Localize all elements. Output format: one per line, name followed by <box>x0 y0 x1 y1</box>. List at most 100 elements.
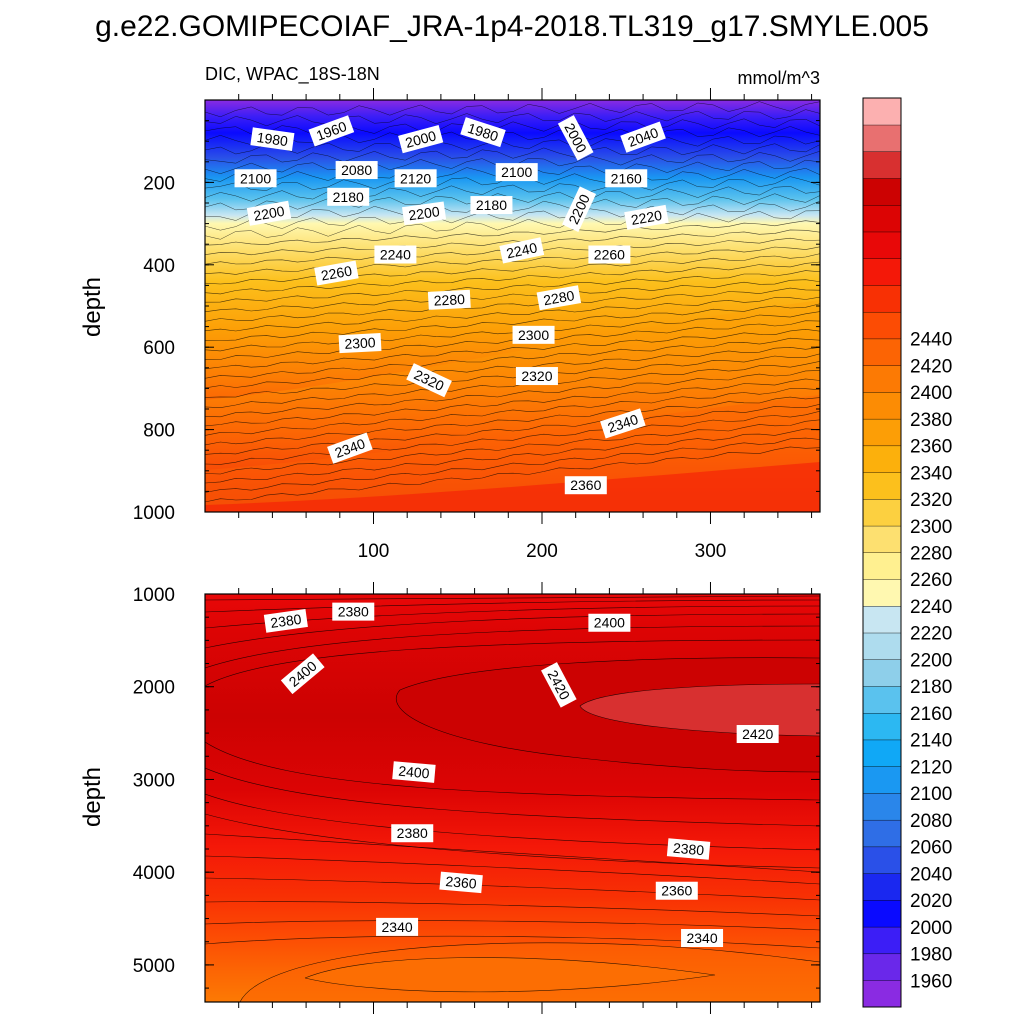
colorbar-box <box>862 151 902 179</box>
contour-line <box>205 118 820 135</box>
contour-label-text: 2200 <box>252 203 286 224</box>
contour-line <box>205 361 820 409</box>
contour-line <box>205 229 820 256</box>
colorbar-box <box>862 552 902 580</box>
colorbar-box <box>862 579 902 607</box>
y-tick-label: 800 <box>143 421 175 442</box>
contour-line <box>304 957 716 993</box>
colorbar-box <box>862 445 902 473</box>
colorbar-tick-label: 2240 <box>910 597 952 618</box>
contour-line <box>205 126 820 145</box>
contour-line <box>205 176 820 202</box>
contour-line <box>205 741 820 801</box>
contour-label: 2420 <box>736 725 779 744</box>
contour-label: 2260 <box>588 245 631 264</box>
y-tick-label: 4000 <box>133 863 175 884</box>
contour-label-text: 2340 <box>686 930 717 946</box>
colorbar-box <box>862 926 902 955</box>
colorbar-box <box>862 97 902 126</box>
contour-line <box>205 253 820 285</box>
colorbar-tick-label: 2120 <box>910 757 952 778</box>
contour-line <box>205 143 820 164</box>
contour-label-text: 2380 <box>672 840 705 859</box>
colorbar-tick-label: 2360 <box>910 437 952 458</box>
contour-line <box>205 109 820 127</box>
contour-label-text: 2340 <box>382 919 413 935</box>
y-tick-label: 1000 <box>133 503 175 524</box>
contour-label-text: 2380 <box>397 825 428 841</box>
contour-line <box>205 378 820 427</box>
contour-label: 1980 <box>250 127 295 151</box>
colorbar-tick-label: 2420 <box>910 356 952 377</box>
y-tick-label: 3000 <box>133 770 175 791</box>
colorbar-frame <box>862 97 902 1008</box>
contour-label-text: 2240 <box>380 247 411 263</box>
contour-label-text: 2400 <box>398 763 431 782</box>
contour-line <box>205 813 820 869</box>
colorbar-tick-label: 2440 <box>910 330 952 351</box>
colorbar-tick-label: 2040 <box>910 864 952 885</box>
contour-label: 2280 <box>536 285 582 311</box>
contour-label: 2180 <box>470 196 513 215</box>
colorbar-box <box>862 766 902 794</box>
colorbar-tick-label: 2340 <box>910 463 952 484</box>
contour-label: 2300 <box>338 332 382 354</box>
colorbar-box <box>862 712 902 741</box>
contour-label: 2240 <box>499 237 545 264</box>
colorbar-box <box>862 899 902 928</box>
contour-label: 2280 <box>427 289 471 310</box>
colorbar-tick-label: 2100 <box>910 784 952 805</box>
contour-label: 2200 <box>246 200 292 226</box>
contour-line <box>205 935 820 949</box>
colorbar-box <box>862 365 902 393</box>
colorbar-tick-label: 2060 <box>910 838 952 859</box>
contour-label-text: 2180 <box>333 189 364 205</box>
core-region-2420 <box>580 684 820 736</box>
contour-label: 2320 <box>515 367 558 386</box>
contour-label-text: 2280 <box>433 291 465 309</box>
contour-line <box>205 296 820 332</box>
x-tick-label: 200 <box>526 541 558 562</box>
colorbar-tick-label: 1980 <box>910 945 952 966</box>
contour-line <box>205 403 820 455</box>
y-tick-label: 5000 <box>133 956 175 977</box>
contour-line <box>205 625 820 669</box>
contour-label: 2400 <box>392 761 436 783</box>
contour-line <box>205 767 820 827</box>
contour-line <box>205 599 820 613</box>
contour-line <box>205 388 820 436</box>
contour-label: 2100 <box>495 163 538 182</box>
colorbar-tick-label: 2200 <box>910 650 952 671</box>
y-tick-label: 2000 <box>133 678 175 699</box>
lower-fill <box>205 594 820 1002</box>
colorbar-tick-label: 2320 <box>910 490 952 511</box>
colorbar-box <box>862 178 902 206</box>
contour-line <box>205 437 820 493</box>
contour-label-text: 2200 <box>408 203 441 223</box>
contour-line <box>205 328 820 370</box>
upper-panel: DIC, WPAC_18S-18N mmol/m^3 200 400 600 800 1… <box>79 64 821 562</box>
contour-line <box>205 428 820 484</box>
contour-label: 2380 <box>263 609 308 633</box>
contour-line <box>205 303 820 341</box>
contour-label: 2380 <box>391 824 434 843</box>
colorbar-box <box>862 472 902 500</box>
contour-label: 2120 <box>394 169 437 188</box>
contour-label: 2340 <box>376 917 419 936</box>
contour-label: 2360 <box>564 476 607 495</box>
contour-label-text: 2300 <box>518 327 549 343</box>
upper-y-axis-label: depth <box>79 277 106 337</box>
colorbar-box <box>862 605 902 634</box>
colorbar-box <box>862 418 902 447</box>
contour-label: 2000 <box>557 115 594 161</box>
contour-label-text: 2400 <box>594 615 625 631</box>
colorbar-tick-label: 1960 <box>910 971 952 992</box>
contour-label-text: 2080 <box>341 162 372 178</box>
colorbar-box <box>862 231 902 259</box>
contour-line <box>205 855 820 885</box>
colorbar-box <box>862 873 902 901</box>
contour-line <box>205 410 820 465</box>
contour-label: 2260 <box>314 260 359 286</box>
